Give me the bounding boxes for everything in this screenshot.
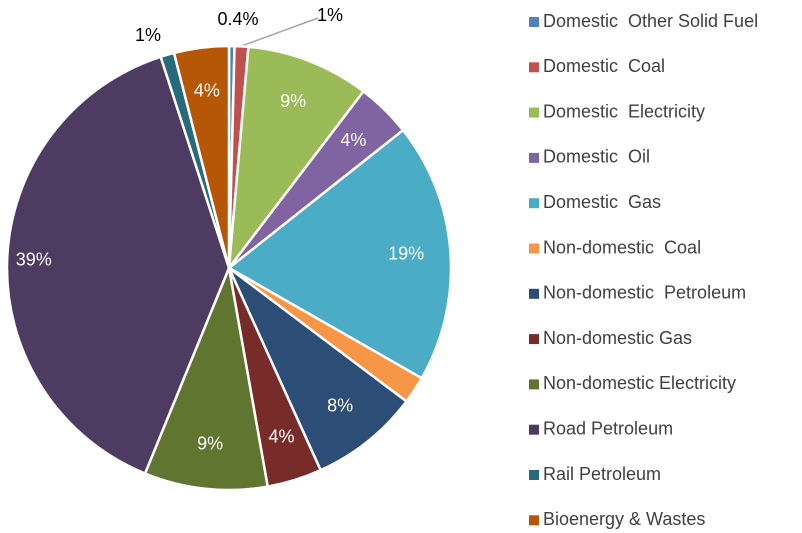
- legend-label: Domestic Gas: [543, 192, 661, 212]
- pie-slice: [143, 263, 270, 492]
- pie-slice: [172, 44, 231, 269]
- legend-swatch: [529, 288, 539, 299]
- leader-line: [235, 17, 319, 49]
- legend-swatch: [529, 243, 539, 254]
- data-label: 19%: [388, 243, 424, 263]
- legend-swatch: [529, 62, 539, 73]
- legend-label: Road Petroleum: [543, 418, 673, 438]
- legend-label: Domestic Other Solid Fuel: [543, 11, 758, 31]
- legend-label: Domestic Coal: [543, 56, 665, 76]
- data-label: 1%: [317, 5, 343, 25]
- data-label: 4%: [340, 130, 366, 150]
- legend-swatch: [529, 17, 539, 27]
- legend-swatch: [529, 424, 539, 435]
- legend-swatch: [529, 152, 539, 163]
- legend-swatch: [529, 379, 539, 390]
- legend-swatch: [529, 198, 539, 209]
- legend-label: Non-domestic Gas: [543, 328, 692, 348]
- data-label: 1%: [135, 25, 161, 45]
- legend-label: Domestic Electricity: [543, 101, 705, 121]
- legend-swatch: [529, 515, 539, 526]
- legend-label: Non-domestic Petroleum: [543, 283, 746, 303]
- data-label: 9%: [197, 433, 223, 453]
- legend-swatch: [529, 470, 539, 480]
- pie-slice: [226, 128, 453, 380]
- pie-slice: [227, 267, 409, 472]
- data-label: 9%: [280, 91, 306, 111]
- legend-label: Domestic Oil: [543, 147, 650, 167]
- data-label: 39%: [16, 249, 52, 269]
- legend-label: Non-domestic Electricity: [543, 373, 736, 393]
- pie-slice: [227, 45, 366, 273]
- legend-label: Rail Petroleum: [543, 464, 661, 484]
- legend-swatch: [529, 107, 539, 118]
- legend-label: Non-domestic Coal: [543, 237, 701, 257]
- legend-swatch: [529, 334, 539, 345]
- pie-slice: [5, 55, 231, 476]
- data-label: 8%: [327, 395, 353, 415]
- data-label: 4%: [194, 81, 220, 101]
- legend-label: Bioenergy & Wastes: [543, 509, 705, 529]
- data-label: 4%: [269, 426, 295, 446]
- data-label: 0.4%: [217, 9, 258, 29]
